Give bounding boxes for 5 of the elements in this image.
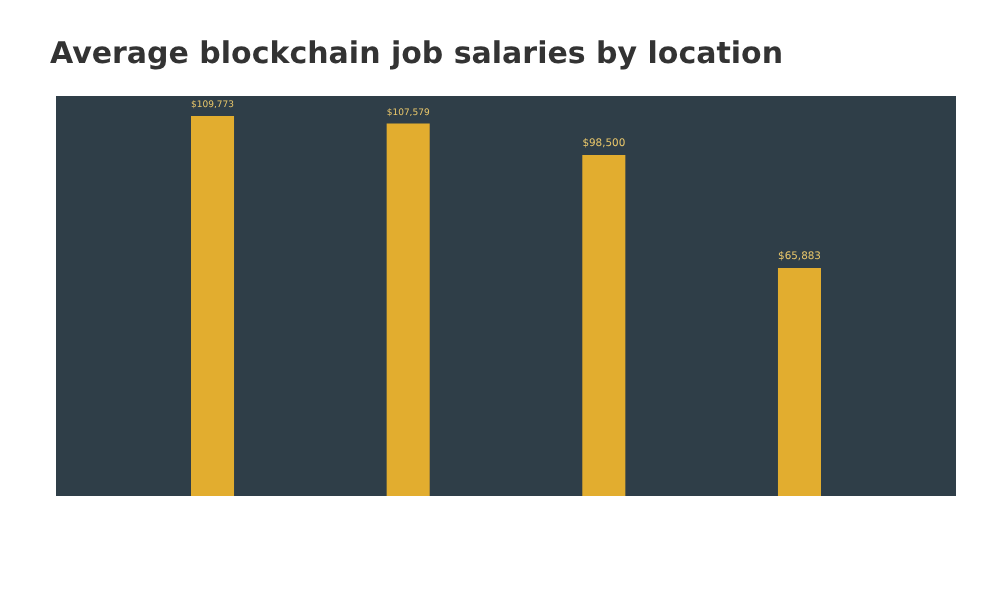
chart-title: Average blockchain job salaries by location <box>50 35 784 71</box>
bar <box>582 155 626 496</box>
bar <box>777 267 821 496</box>
bar <box>191 116 235 496</box>
bar <box>386 123 430 496</box>
